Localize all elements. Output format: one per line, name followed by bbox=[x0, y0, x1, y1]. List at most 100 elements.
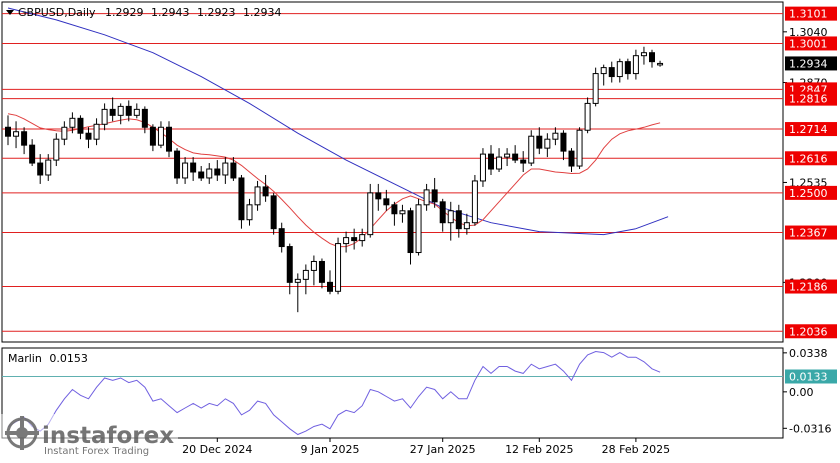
support-resistance-levels bbox=[2, 13, 783, 332]
bearish-candle-body bbox=[375, 192, 382, 200]
candle bbox=[286, 243, 293, 295]
bearish-candle-body bbox=[141, 108, 148, 128]
candle bbox=[157, 121, 164, 149]
bullish-candle-body bbox=[294, 278, 301, 283]
indicator-tick-label: -0.0316 bbox=[789, 422, 831, 435]
level-label-bg bbox=[785, 225, 837, 240]
level-label: 1.2367 bbox=[789, 227, 828, 240]
indicator-name: Marlin bbox=[8, 352, 42, 365]
level-label-bg bbox=[785, 279, 837, 294]
candle bbox=[29, 139, 36, 167]
bearish-candle-body bbox=[391, 204, 398, 215]
candle bbox=[61, 121, 68, 146]
level-label-bg bbox=[785, 6, 837, 21]
candle bbox=[149, 124, 156, 152]
instaforex-logo-icon bbox=[5, 416, 39, 450]
candle bbox=[206, 163, 213, 184]
bullish-candle-body bbox=[399, 210, 406, 215]
candle bbox=[560, 130, 567, 161]
level-label: 1.3101 bbox=[789, 8, 828, 21]
bullish-candle-body bbox=[69, 117, 76, 128]
level-label: 1.2616 bbox=[789, 152, 828, 165]
bullish-candle-body bbox=[246, 204, 253, 221]
bullish-candle-body bbox=[479, 153, 486, 182]
candle bbox=[375, 183, 382, 211]
bearish-candle-body bbox=[520, 159, 527, 164]
time-tick-label: 20 Dec 2024 bbox=[182, 443, 252, 456]
bearish-candle-body bbox=[536, 135, 543, 149]
candle bbox=[415, 198, 422, 256]
bullish-candle-body bbox=[423, 189, 430, 206]
candle bbox=[367, 183, 374, 238]
indicator-axis: 0.0338 0.00 -0.0316 0.0133 bbox=[783, 347, 837, 435]
candle bbox=[125, 100, 132, 122]
bearish-candle-body bbox=[214, 168, 221, 176]
slow-moving-average bbox=[7, 7, 669, 236]
time-tick-label: 27 Jan 2025 bbox=[410, 443, 476, 456]
candle bbox=[45, 154, 52, 181]
candle bbox=[496, 148, 503, 172]
bullish-candle-body bbox=[447, 210, 454, 224]
signal-label: 0.0133 bbox=[789, 371, 828, 384]
candle bbox=[37, 154, 44, 184]
bearish-candle-body bbox=[488, 153, 494, 170]
candle bbox=[399, 204, 406, 223]
candle bbox=[77, 115, 84, 140]
bearish-candle-body bbox=[174, 150, 181, 179]
instaforex-watermark: instaforex Instant Forex Trading bbox=[0, 414, 178, 459]
indicator-tick-label: 0.0338 bbox=[789, 347, 828, 360]
candle bbox=[463, 213, 470, 235]
candlesticks bbox=[5, 46, 664, 313]
chart-header: GBPUSD,Daily 1.2929 1.2943 1.2923 1.2934 bbox=[18, 6, 282, 19]
bearish-candle-body bbox=[608, 67, 615, 78]
bullish-candle-body bbox=[576, 129, 583, 167]
candle bbox=[649, 49, 655, 68]
bearish-candle-body bbox=[230, 162, 237, 179]
candle bbox=[198, 166, 205, 181]
candle bbox=[318, 258, 325, 289]
candle bbox=[600, 64, 607, 86]
bullish-candle-body bbox=[302, 269, 309, 280]
ohlc-open: 1.2929 bbox=[105, 6, 144, 19]
candle bbox=[608, 61, 615, 83]
bearish-candle-body bbox=[77, 117, 84, 134]
bullish-candle-body bbox=[584, 102, 591, 131]
bullish-candle-body bbox=[133, 108, 140, 116]
bearish-candle-body bbox=[383, 198, 390, 206]
indicator-header: Marlin 0.0153 bbox=[8, 352, 88, 365]
bearish-candle-body bbox=[238, 177, 245, 221]
bullish-candle-body bbox=[222, 162, 229, 176]
candle bbox=[640, 46, 647, 65]
candle bbox=[246, 198, 253, 226]
bearish-candle-body bbox=[198, 171, 205, 179]
fast-moving-average bbox=[7, 113, 661, 248]
price-axis: 1.30401.28701.25351.22001.31011.30011.28… bbox=[783, 6, 837, 339]
candle bbox=[182, 157, 189, 184]
candle bbox=[166, 121, 172, 158]
level-label-bg bbox=[785, 91, 837, 106]
candle bbox=[21, 127, 28, 155]
candle bbox=[53, 133, 60, 167]
bearish-candle-body bbox=[262, 186, 269, 197]
bullish-candle-body bbox=[592, 73, 599, 104]
candle bbox=[13, 121, 20, 149]
indicator-value: 0.0153 bbox=[49, 352, 88, 365]
bearish-candle-body bbox=[455, 210, 462, 230]
ohlc-close: 1.2934 bbox=[243, 6, 282, 19]
candle bbox=[431, 177, 438, 208]
candle bbox=[592, 67, 599, 107]
bullish-candle-body bbox=[471, 180, 478, 224]
collapse-triangle-icon[interactable] bbox=[6, 10, 14, 15]
candle bbox=[190, 157, 197, 181]
time-tick-label: 28 Feb 2025 bbox=[602, 443, 670, 456]
candle bbox=[117, 103, 124, 125]
bearish-candle-body bbox=[568, 150, 575, 167]
slow-ma-line bbox=[7, 7, 669, 236]
marlin-line bbox=[7, 350, 661, 436]
bearish-candle-body bbox=[37, 162, 44, 176]
bullish-candle-body bbox=[343, 237, 350, 245]
candle bbox=[5, 115, 11, 146]
candle bbox=[109, 97, 116, 122]
bearish-candle-body bbox=[351, 237, 358, 242]
candle bbox=[455, 204, 462, 238]
